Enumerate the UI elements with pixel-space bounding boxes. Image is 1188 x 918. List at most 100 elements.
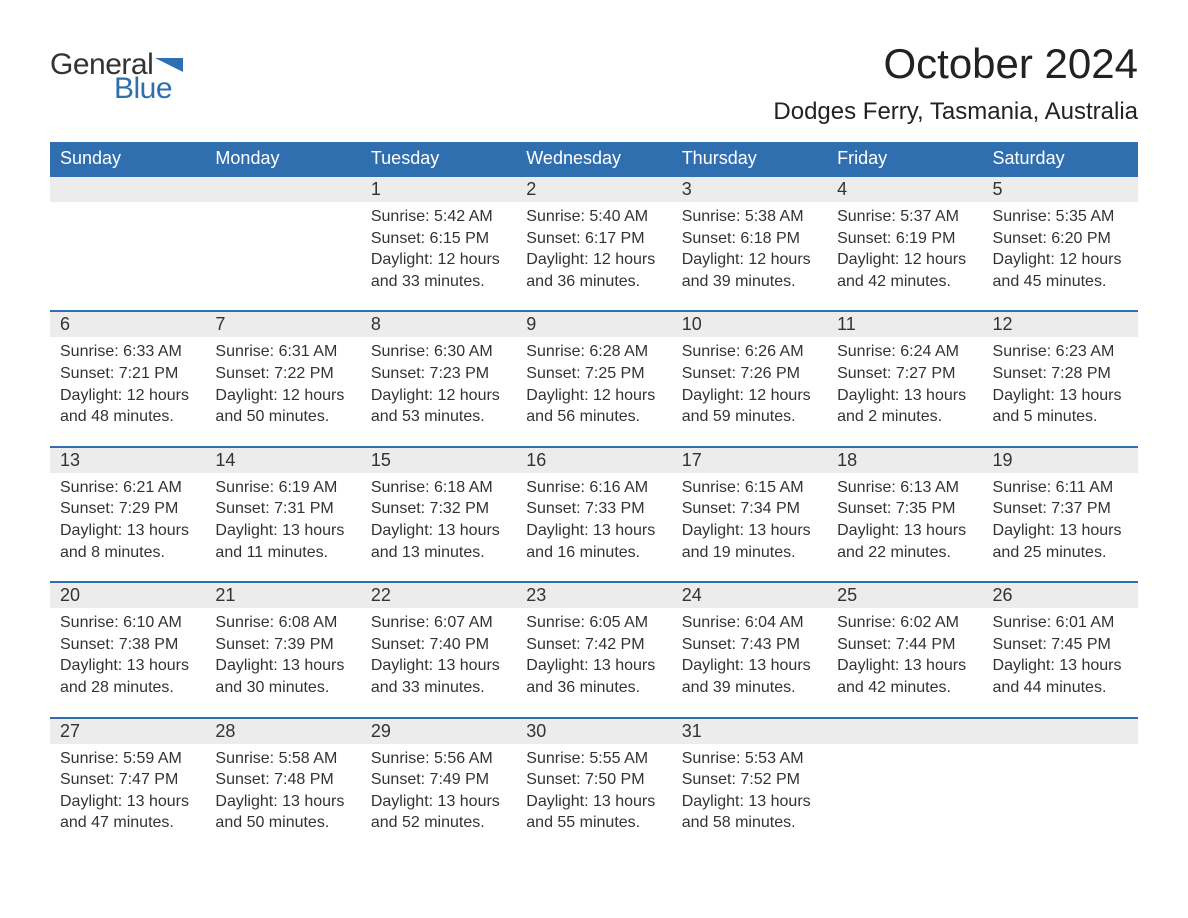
sunset-text: Sunset: 7:38 PM bbox=[60, 634, 195, 656]
daylight-text-2: and 53 minutes. bbox=[371, 406, 506, 428]
daylight-text-1: Daylight: 12 hours bbox=[993, 249, 1128, 271]
day-body-cell: Sunrise: 5:38 AMSunset: 6:18 PMDaylight:… bbox=[672, 202, 827, 311]
day-body-cell: Sunrise: 5:53 AMSunset: 7:52 PMDaylight:… bbox=[672, 744, 827, 852]
daylight-text-1: Daylight: 12 hours bbox=[215, 385, 350, 407]
col-friday: Friday bbox=[827, 142, 982, 176]
sunrise-text: Sunrise: 5:40 AM bbox=[526, 206, 661, 228]
day-body-cell: Sunrise: 5:42 AMSunset: 6:15 PMDaylight:… bbox=[361, 202, 516, 311]
daylight-text-1: Daylight: 13 hours bbox=[837, 520, 972, 542]
day-number-cell bbox=[50, 176, 205, 202]
daylight-text-2: and 30 minutes. bbox=[215, 677, 350, 699]
sunset-text: Sunset: 7:29 PM bbox=[60, 498, 195, 520]
sunrise-text: Sunrise: 5:56 AM bbox=[371, 748, 506, 770]
day-body-cell: Sunrise: 5:59 AMSunset: 7:47 PMDaylight:… bbox=[50, 744, 205, 852]
week-daynum-row: 12345 bbox=[50, 176, 1138, 202]
daylight-text-2: and 36 minutes. bbox=[526, 271, 661, 293]
sunset-text: Sunset: 7:49 PM bbox=[371, 769, 506, 791]
logo-flag-icon bbox=[155, 58, 183, 76]
sunset-text: Sunset: 7:47 PM bbox=[60, 769, 195, 791]
sunset-text: Sunset: 7:44 PM bbox=[837, 634, 972, 656]
daylight-text-1: Daylight: 12 hours bbox=[526, 385, 661, 407]
sunset-text: Sunset: 6:15 PM bbox=[371, 228, 506, 250]
sunset-text: Sunset: 6:19 PM bbox=[837, 228, 972, 250]
daylight-text-2: and 42 minutes. bbox=[837, 677, 972, 699]
day-body-cell: Sunrise: 6:05 AMSunset: 7:42 PMDaylight:… bbox=[516, 608, 671, 717]
day-number-cell: 17 bbox=[672, 447, 827, 473]
daylight-text-2: and 33 minutes. bbox=[371, 271, 506, 293]
sunrise-text: Sunrise: 5:37 AM bbox=[837, 206, 972, 228]
daylight-text-2: and 59 minutes. bbox=[682, 406, 817, 428]
sunrise-text: Sunrise: 6:11 AM bbox=[993, 477, 1128, 499]
day-number-cell: 16 bbox=[516, 447, 671, 473]
day-body-cell: Sunrise: 6:04 AMSunset: 7:43 PMDaylight:… bbox=[672, 608, 827, 717]
sunset-text: Sunset: 7:42 PM bbox=[526, 634, 661, 656]
day-body-cell: Sunrise: 6:21 AMSunset: 7:29 PMDaylight:… bbox=[50, 473, 205, 582]
day-body-cell: Sunrise: 6:10 AMSunset: 7:38 PMDaylight:… bbox=[50, 608, 205, 717]
day-body-cell: Sunrise: 6:08 AMSunset: 7:39 PMDaylight:… bbox=[205, 608, 360, 717]
calendar-table: Sunday Monday Tuesday Wednesday Thursday… bbox=[50, 142, 1138, 852]
col-sunday: Sunday bbox=[50, 142, 205, 176]
daylight-text-1: Daylight: 13 hours bbox=[60, 520, 195, 542]
day-body-cell: Sunrise: 6:23 AMSunset: 7:28 PMDaylight:… bbox=[983, 337, 1138, 446]
daylight-text-2: and 42 minutes. bbox=[837, 271, 972, 293]
sunset-text: Sunset: 7:33 PM bbox=[526, 498, 661, 520]
daylight-text-1: Daylight: 13 hours bbox=[993, 385, 1128, 407]
sunrise-text: Sunrise: 6:04 AM bbox=[682, 612, 817, 634]
daylight-text-2: and 55 minutes. bbox=[526, 812, 661, 834]
daylight-text-1: Daylight: 13 hours bbox=[215, 520, 350, 542]
daylight-text-1: Daylight: 13 hours bbox=[526, 520, 661, 542]
day-body-cell: Sunrise: 6:01 AMSunset: 7:45 PMDaylight:… bbox=[983, 608, 1138, 717]
month-title: October 2024 bbox=[773, 40, 1138, 88]
daylight-text-2: and 44 minutes. bbox=[993, 677, 1128, 699]
day-number-cell: 23 bbox=[516, 582, 671, 608]
day-header-row: Sunday Monday Tuesday Wednesday Thursday… bbox=[50, 142, 1138, 176]
header: General Blue October 2024 Dodges Ferry, … bbox=[50, 40, 1138, 138]
sunset-text: Sunset: 7:45 PM bbox=[993, 634, 1128, 656]
sunset-text: Sunset: 7:39 PM bbox=[215, 634, 350, 656]
sunrise-text: Sunrise: 5:58 AM bbox=[215, 748, 350, 770]
day-body-cell: Sunrise: 6:02 AMSunset: 7:44 PMDaylight:… bbox=[827, 608, 982, 717]
daylight-text-1: Daylight: 12 hours bbox=[371, 385, 506, 407]
daylight-text-1: Daylight: 13 hours bbox=[993, 655, 1128, 677]
day-body-cell: Sunrise: 6:24 AMSunset: 7:27 PMDaylight:… bbox=[827, 337, 982, 446]
sunrise-text: Sunrise: 6:28 AM bbox=[526, 341, 661, 363]
day-body-cell: Sunrise: 6:30 AMSunset: 7:23 PMDaylight:… bbox=[361, 337, 516, 446]
daylight-text-1: Daylight: 13 hours bbox=[837, 385, 972, 407]
day-body-cell: Sunrise: 6:11 AMSunset: 7:37 PMDaylight:… bbox=[983, 473, 1138, 582]
daylight-text-2: and 5 minutes. bbox=[993, 406, 1128, 428]
week-body-row: Sunrise: 6:33 AMSunset: 7:21 PMDaylight:… bbox=[50, 337, 1138, 446]
day-number-cell: 3 bbox=[672, 176, 827, 202]
daylight-text-2: and 11 minutes. bbox=[215, 542, 350, 564]
sunrise-text: Sunrise: 6:21 AM bbox=[60, 477, 195, 499]
logo: General Blue bbox=[50, 48, 183, 106]
sunset-text: Sunset: 7:34 PM bbox=[682, 498, 817, 520]
sunset-text: Sunset: 7:28 PM bbox=[993, 363, 1128, 385]
day-number-cell: 11 bbox=[827, 311, 982, 337]
day-body-cell: Sunrise: 6:19 AMSunset: 7:31 PMDaylight:… bbox=[205, 473, 360, 582]
sunrise-text: Sunrise: 6:26 AM bbox=[682, 341, 817, 363]
sunrise-text: Sunrise: 6:08 AM bbox=[215, 612, 350, 634]
col-wednesday: Wednesday bbox=[516, 142, 671, 176]
day-number-cell: 27 bbox=[50, 718, 205, 744]
day-body-cell: Sunrise: 6:18 AMSunset: 7:32 PMDaylight:… bbox=[361, 473, 516, 582]
sunrise-text: Sunrise: 5:38 AM bbox=[682, 206, 817, 228]
daylight-text-1: Daylight: 12 hours bbox=[371, 249, 506, 271]
sunset-text: Sunset: 6:18 PM bbox=[682, 228, 817, 250]
sunrise-text: Sunrise: 6:31 AM bbox=[215, 341, 350, 363]
location: Dodges Ferry, Tasmania, Australia bbox=[773, 98, 1138, 126]
daylight-text-1: Daylight: 13 hours bbox=[371, 520, 506, 542]
sunrise-text: Sunrise: 6:13 AM bbox=[837, 477, 972, 499]
sunrise-text: Sunrise: 6:30 AM bbox=[371, 341, 506, 363]
daylight-text-1: Daylight: 13 hours bbox=[526, 791, 661, 813]
week-daynum-row: 2728293031 bbox=[50, 718, 1138, 744]
daylight-text-2: and 50 minutes. bbox=[215, 812, 350, 834]
week-body-row: Sunrise: 5:42 AMSunset: 6:15 PMDaylight:… bbox=[50, 202, 1138, 311]
day-body-cell bbox=[827, 744, 982, 852]
day-body-cell bbox=[205, 202, 360, 311]
day-number-cell: 22 bbox=[361, 582, 516, 608]
daylight-text-1: Daylight: 12 hours bbox=[60, 385, 195, 407]
daylight-text-1: Daylight: 13 hours bbox=[837, 655, 972, 677]
day-body-cell: Sunrise: 6:16 AMSunset: 7:33 PMDaylight:… bbox=[516, 473, 671, 582]
daylight-text-2: and 50 minutes. bbox=[215, 406, 350, 428]
daylight-text-2: and 16 minutes. bbox=[526, 542, 661, 564]
